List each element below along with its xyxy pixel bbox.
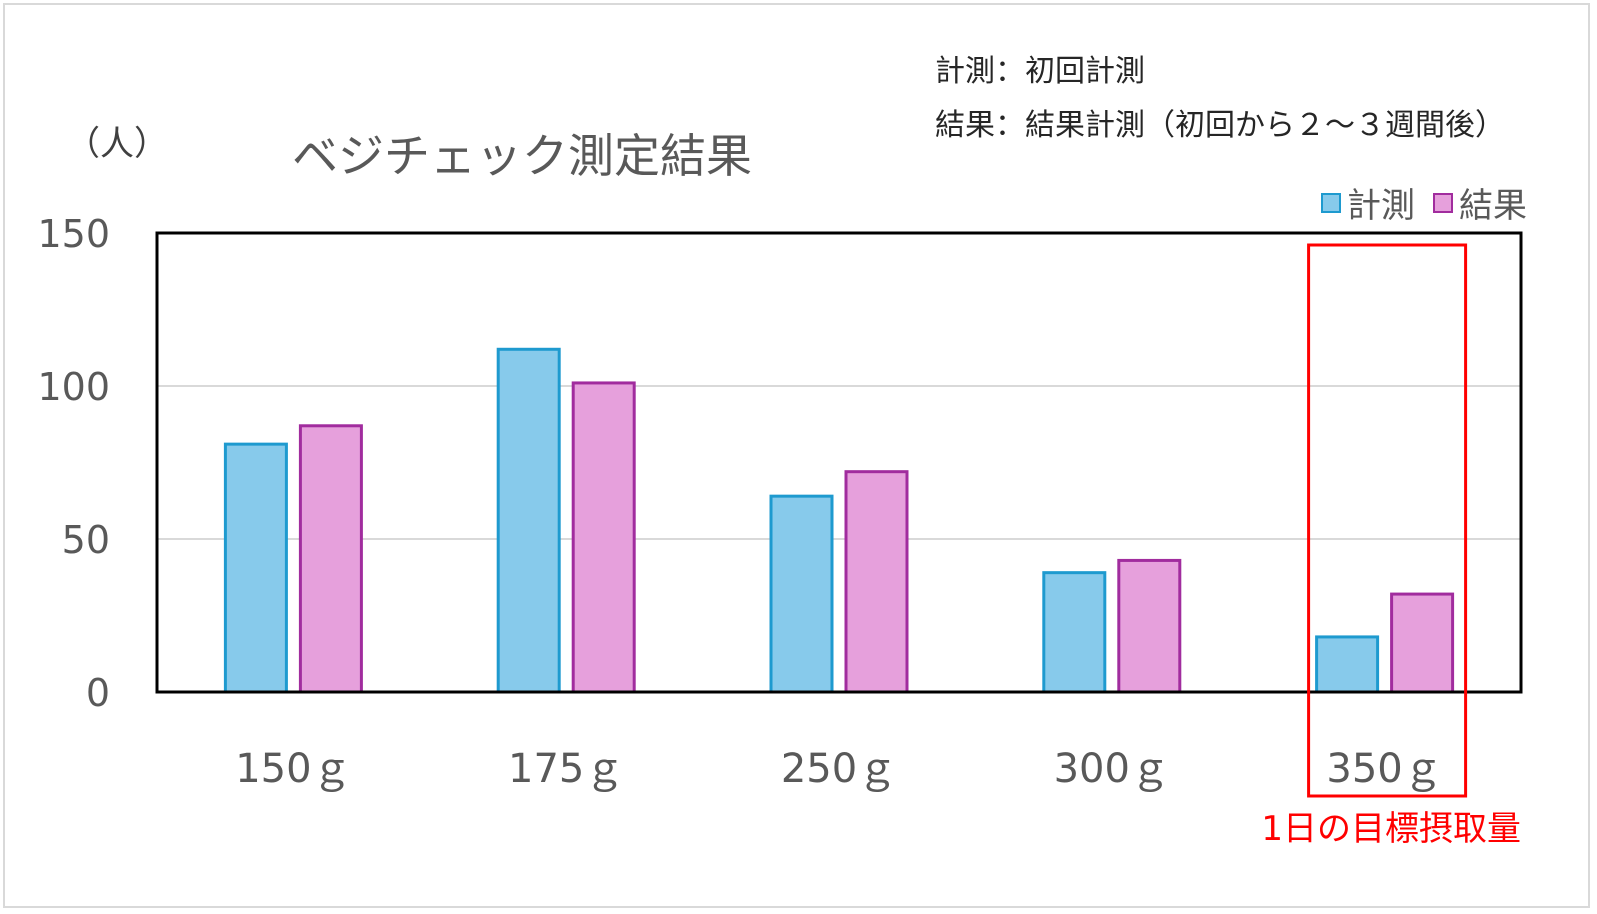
legend-item-result: 結果	[1433, 178, 1527, 227]
x-tick-label: 250ｇ	[781, 746, 897, 792]
bar-measure	[1042, 571, 1107, 694]
y-tick-label: 100	[37, 365, 110, 409]
y-tick-label: 50	[62, 518, 110, 562]
legend-item-measure: 計測	[1321, 178, 1415, 227]
bar-result	[1117, 558, 1182, 694]
plot-area-border	[155, 231, 1523, 694]
legend-note-result: 結果：結果計測（初回から２～３週間後）	[935, 108, 1505, 143]
bar-result	[844, 470, 909, 694]
legend-swatch-measure	[1321, 192, 1341, 213]
x-tick-label: 350ｇ	[1326, 746, 1442, 792]
x-tick-label: 175ｇ	[508, 746, 624, 792]
bar-measure	[223, 442, 288, 694]
y-axis-unit-label: （人）	[66, 124, 168, 164]
x-tick-label: 300ｇ	[1054, 746, 1170, 792]
legend-label-measure: 計測	[1347, 186, 1415, 226]
bar-result	[1390, 592, 1455, 694]
legend-note-measure: 計測：初回計測	[935, 54, 1145, 89]
target-highlight-label: 1日の目標摂取量	[1261, 809, 1521, 849]
chart-title: ベジチェック測定結果	[292, 129, 752, 183]
bar-result	[571, 381, 636, 694]
target-highlight-box	[1307, 243, 1468, 798]
y-tick-label: 150	[37, 212, 110, 256]
legend-label-result: 結果	[1459, 186, 1527, 226]
bar-measure	[496, 347, 561, 694]
bar-measure	[1315, 635, 1380, 694]
y-tick-label: 0	[86, 671, 110, 715]
legend-swatch-result	[1433, 192, 1453, 213]
bar-result	[298, 424, 363, 694]
x-tick-label: 150ｇ	[235, 746, 351, 792]
bar-measure	[769, 494, 834, 694]
legend: 計測 結果	[1303, 178, 1527, 227]
